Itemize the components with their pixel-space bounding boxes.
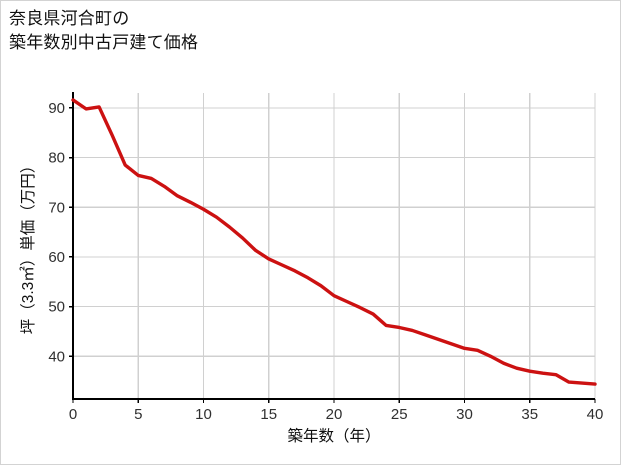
x-axis-title: 築年数（年） — [287, 427, 380, 445]
x-tick-label: 35 — [521, 406, 538, 423]
y-tick-label: 60 — [48, 249, 65, 266]
gridlines-group — [73, 93, 596, 399]
y-tick-label: 40 — [48, 348, 65, 365]
x-tick-label: 25 — [391, 406, 408, 423]
x-tick-label: 20 — [326, 406, 343, 423]
x-tick-label: 0 — [69, 406, 77, 423]
x-tick-label: 15 — [260, 406, 277, 423]
price-line-series — [71, 98, 597, 386]
axis-titles-group: 築年数（年） 坪（3.3㎡）単価（万円） — [19, 158, 381, 445]
x-tick-label: 40 — [587, 406, 604, 423]
x-tick-label: 10 — [195, 406, 212, 423]
chart-title-line-1: 奈良県河合町の — [9, 9, 130, 28]
y-tick-label: 50 — [48, 299, 65, 316]
tick-marks-group — [69, 107, 596, 403]
x-tick-label: 5 — [134, 406, 142, 423]
y-axis-title: 坪（3.3㎡）単価（万円） — [19, 158, 37, 335]
chart-title-line-2: 築年数別中古戸建て価格 — [9, 33, 199, 53]
y-tick-label: 90 — [48, 100, 65, 117]
y-tick-label: 80 — [48, 150, 65, 167]
x-tick-label: 30 — [456, 406, 473, 423]
tick-labels-group: 0 5 10 15 20 25 30 35 40 40 50 60 70 80 90 — [48, 100, 603, 423]
y-tick-label: 70 — [48, 199, 65, 216]
chart-title: 奈良県河合町の 築年数別中古戸建て価格 — [9, 7, 198, 55]
